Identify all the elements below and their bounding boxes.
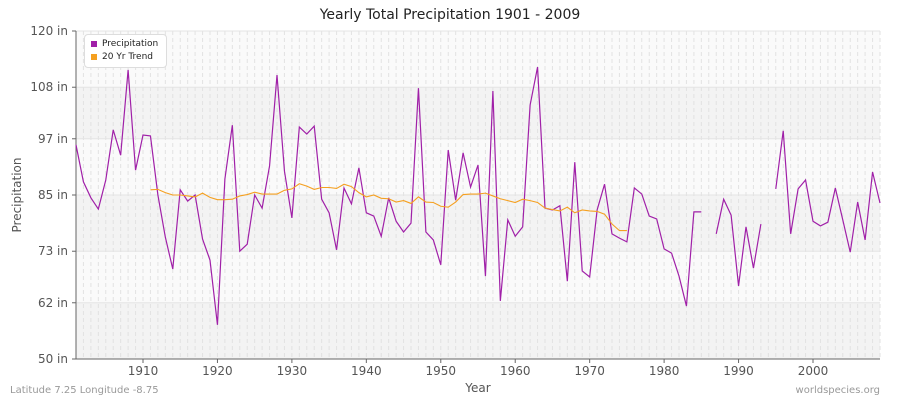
- y-tick-label: 120 in: [30, 24, 68, 38]
- precipitation-line: [715, 197, 762, 286]
- legend-item-precipitation: Precipitation: [91, 38, 158, 51]
- x-axis-label: Year: [464, 381, 490, 395]
- y-tick-label: 62 in: [38, 296, 68, 310]
- chart-title: Yearly Total Precipitation 1901 - 2009: [319, 7, 581, 23]
- y-axis-label: Precipitation: [10, 157, 24, 232]
- legend: Precipitation 20 Yr Trend: [84, 34, 168, 68]
- x-tick-label: 1940: [351, 364, 382, 378]
- legend-swatch-trend: [91, 53, 97, 60]
- x-tick-label: 1990: [723, 364, 754, 378]
- y-tick-label: 85 in: [38, 188, 68, 202]
- y-tick-label: 97 in: [38, 132, 68, 146]
- legend-label: Precipitation: [102, 39, 159, 49]
- precipitation-line: [775, 130, 881, 253]
- x-tick-label: 1970: [574, 364, 605, 378]
- y-tick-label: 108 in: [30, 80, 68, 94]
- x-tick-label: 1980: [649, 364, 680, 378]
- y-tick-label: 73 in: [38, 244, 68, 258]
- y-tick-label: 50 in: [38, 352, 68, 366]
- legend-swatch-precipitation: [91, 40, 97, 47]
- precipitation-line: [75, 66, 702, 325]
- footer-source: worldspecies.org: [795, 385, 880, 396]
- legend-label: 20 Yr Trend: [102, 52, 154, 62]
- x-tick-label: 1910: [128, 364, 159, 378]
- x-tick-label: 1930: [277, 364, 308, 378]
- trend-line: [150, 183, 627, 232]
- footer-coordinates: Latitude 7.25 Longitude -8.75: [10, 385, 159, 396]
- x-tick-label: 2000: [798, 364, 829, 378]
- legend-item-trend: 20 Yr Trend: [91, 51, 158, 64]
- x-tick-label: 1950: [426, 364, 457, 378]
- x-tick-label: 1960: [500, 364, 531, 378]
- x-tick-label: 1920: [202, 364, 233, 378]
